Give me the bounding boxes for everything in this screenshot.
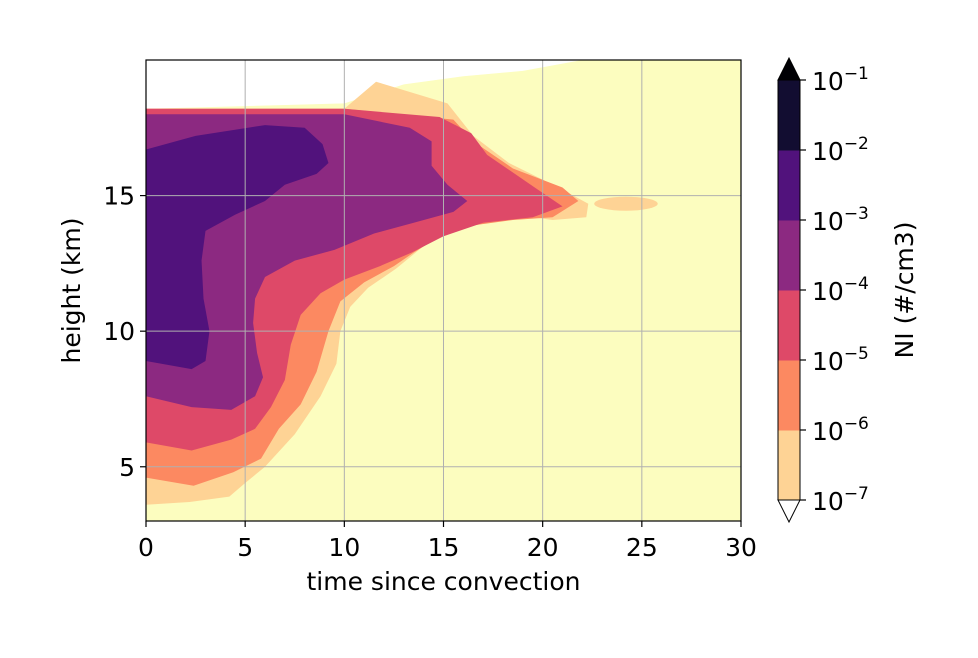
x-tick-label: 25: [626, 533, 658, 562]
x-tick-label: 5: [237, 533, 253, 562]
x-tick-label: 30: [725, 533, 757, 562]
colorbar-band: [778, 220, 800, 291]
colorbar-extend-min: [777, 499, 801, 524]
colorbar: 10−7 10−6 10−5 10−4 10−3 10−2 10−1: [777, 56, 869, 524]
y-tick-label: 10: [103, 317, 135, 346]
colorbar-tick-label: 10−3: [812, 204, 869, 236]
colorbar-extend-max: [777, 56, 801, 81]
colorbar-band: [778, 150, 800, 221]
y-axis-ticks: 5 10 15: [103, 182, 146, 482]
y-tick-label: 15: [103, 182, 135, 211]
colorbar-band: [778, 290, 800, 361]
plot-area: [145, 59, 742, 522]
y-axis-label: height (km): [57, 218, 86, 364]
colorbar-tick-label: 10−5: [812, 344, 869, 376]
y-tick-label: 5: [119, 453, 135, 482]
x-axis-ticks: 0 5 10 15 20 25 30: [138, 521, 757, 562]
x-tick-label: 20: [527, 533, 559, 562]
colorbar-tick-label: 10−7: [812, 484, 869, 516]
x-tick-label: 10: [328, 533, 360, 562]
colorbar-band: [778, 360, 800, 431]
contour-region-blob: [594, 196, 658, 211]
colorbar-tick-label: 10−1: [812, 64, 869, 96]
x-tick-label: 0: [138, 533, 154, 562]
colorbar-label: NI (#/cm3): [890, 222, 919, 359]
colorbar-tick-label: 10−6: [812, 414, 869, 446]
x-axis-label: time since convection: [306, 567, 580, 596]
contour-region-5: [146, 125, 329, 370]
colorbar-tick-label: 10−4: [812, 274, 869, 306]
colorbar-tick-label: 10−2: [812, 134, 869, 166]
x-tick-label: 15: [428, 533, 460, 562]
colorbar-band: [778, 80, 800, 151]
colorbar-band: [778, 430, 800, 501]
